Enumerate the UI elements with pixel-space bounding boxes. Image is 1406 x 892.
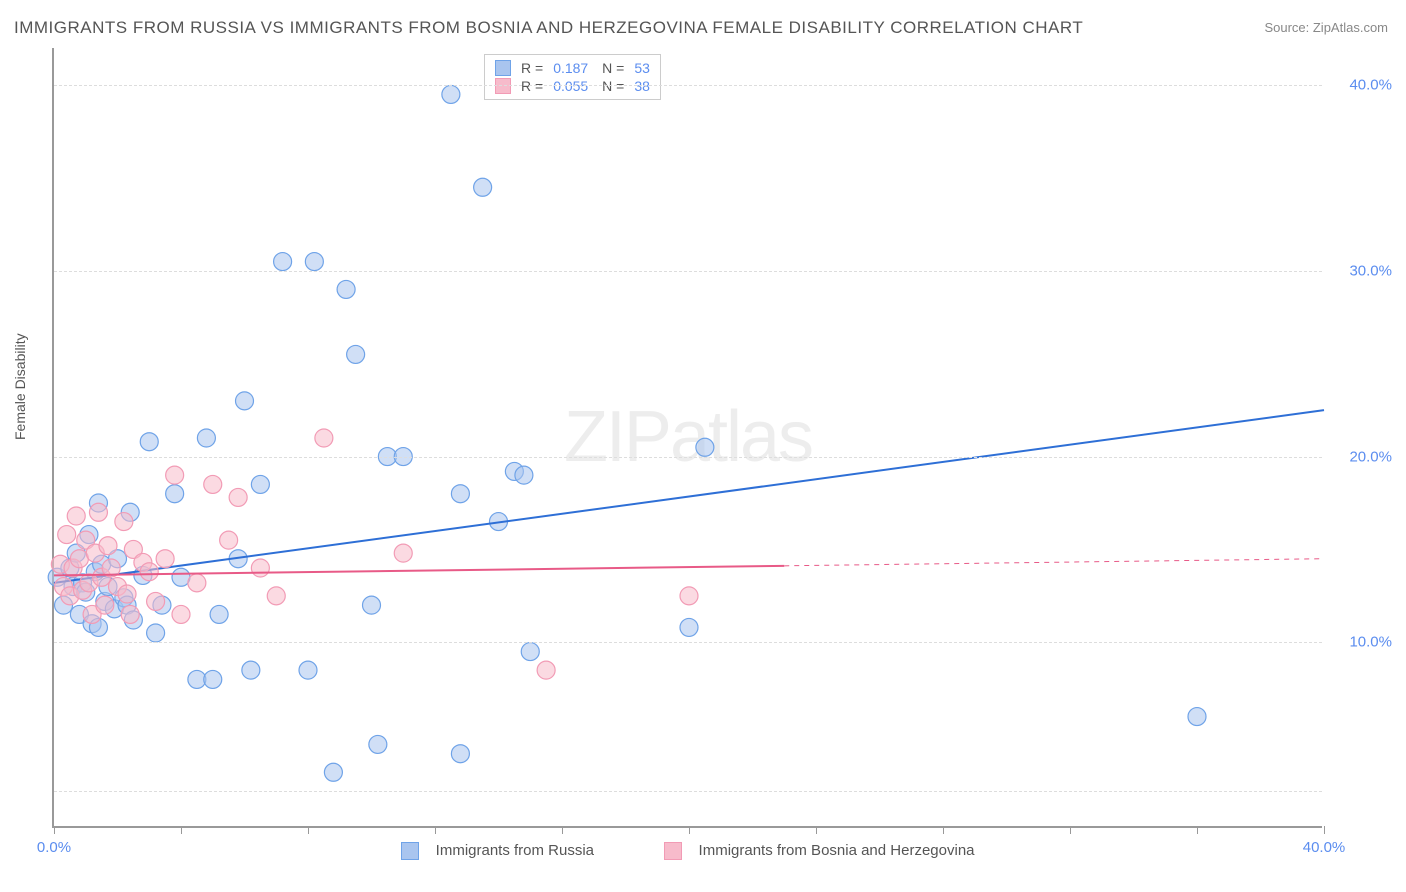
data-point [515,466,533,484]
data-point [166,466,184,484]
x-tick [181,826,182,834]
data-point [696,438,714,456]
y-tick-label: 30.0% [1332,262,1392,279]
data-point [140,433,158,451]
y-tick-label: 40.0% [1332,77,1392,94]
x-tick [816,826,817,834]
data-point [315,429,333,447]
data-point [236,392,254,410]
x-tick [689,826,690,834]
x-tick [54,826,55,834]
legend-swatch-series-0 [401,842,419,860]
x-tick [1070,826,1071,834]
y-tick-label: 20.0% [1332,448,1392,465]
data-point [118,585,136,603]
data-point [442,85,460,103]
data-point [267,587,285,605]
data-point [96,596,114,614]
scatter-plot-svg [54,48,1322,826]
data-point [474,178,492,196]
data-point [229,488,247,506]
data-point [299,661,317,679]
trend-line-dashed [784,559,1324,566]
data-point [99,537,117,555]
data-point [451,485,469,503]
y-axis-label: Female Disability [12,333,28,440]
legend-label-series-1: Immigrants from Bosnia and Herzegovina [699,842,975,859]
data-point [369,735,387,753]
data-point [147,592,165,610]
data-point [204,670,222,688]
data-point [451,745,469,763]
data-point [251,559,269,577]
x-tick-label: 40.0% [1303,839,1346,856]
gridline [54,791,1322,792]
gridline [54,271,1322,272]
data-point [394,544,412,562]
data-point [274,253,292,271]
data-point [172,605,190,623]
legend-series: Immigrants from Russia Immigrants from B… [54,842,1322,860]
data-point [680,618,698,636]
data-point [521,643,539,661]
data-point [337,280,355,298]
data-point [251,475,269,493]
y-tick-label: 10.0% [1332,634,1392,651]
chart-title: IMMIGRANTS FROM RUSSIA VS IMMIGRANTS FRO… [14,18,1083,38]
gridline [54,642,1322,643]
legend-label-series-0: Immigrants from Russia [436,842,594,859]
source-label: Source: ZipAtlas.com [1264,20,1388,35]
data-point [188,574,206,592]
data-point [220,531,238,549]
data-point [305,253,323,271]
data-point [197,429,215,447]
data-point [58,526,76,544]
x-tick [1324,826,1325,834]
x-tick [1197,826,1198,834]
data-point [121,605,139,623]
data-point [324,763,342,781]
data-point [680,587,698,605]
gridline [54,457,1322,458]
data-point [537,661,555,679]
legend-swatch-series-1 [664,842,682,860]
data-point [210,605,228,623]
data-point [242,661,260,679]
x-tick-label: 0.0% [37,839,71,856]
data-point [147,624,165,642]
data-point [67,507,85,525]
data-point [115,513,133,531]
data-point [1188,708,1206,726]
data-point [70,550,88,568]
data-point [363,596,381,614]
x-tick [308,826,309,834]
data-point [347,345,365,363]
plot-area: ZIPatlas R =0.187 N =53 R =0.055 N =38 I… [52,48,1322,828]
data-point [156,550,174,568]
x-tick [943,826,944,834]
x-tick [435,826,436,834]
data-point [204,475,222,493]
gridline [54,85,1322,86]
data-point [140,563,158,581]
data-point [166,485,184,503]
data-point [172,568,190,586]
x-tick [562,826,563,834]
data-point [89,503,107,521]
